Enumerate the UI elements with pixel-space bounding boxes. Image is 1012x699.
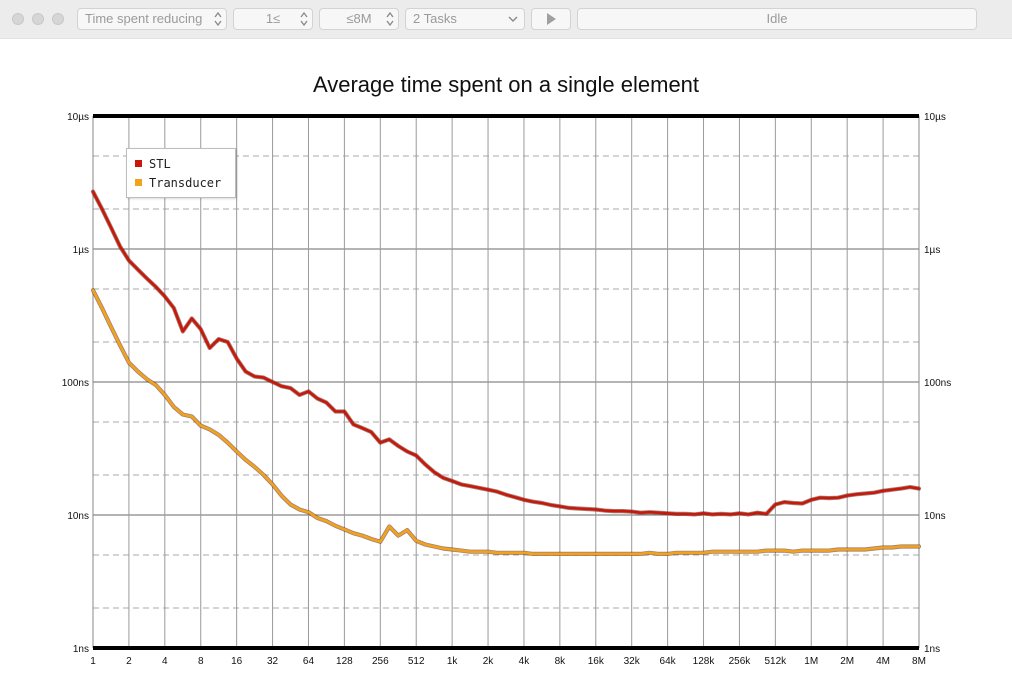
chevron-down-icon: [508, 9, 518, 29]
x-tick-label: 256k: [729, 656, 752, 667]
updown-arrows-icon: [214, 11, 222, 27]
x-tick-label: 4M: [876, 656, 890, 667]
tasks-select-value: 2 Tasks: [413, 11, 457, 26]
x-tick-label: 512: [408, 656, 425, 667]
y-tick-label-left: 1µs: [73, 245, 89, 256]
x-tick-label: 16: [231, 656, 243, 667]
updown-arrows-icon: [300, 11, 308, 27]
chart-title: Average time spent on a single element: [312, 72, 700, 97]
legend-label-stl: STL: [149, 157, 171, 171]
updown-arrows-icon: [386, 11, 394, 27]
y-tick-label-right: 100ns: [924, 378, 951, 389]
legend-swatch-stl: [135, 160, 142, 167]
y-tick-label-right: 1µs: [924, 245, 940, 256]
x-tick-label: 8: [198, 656, 204, 667]
chart-legend: STL Transducer: [126, 148, 236, 198]
y-tick-label-right: 1ns: [924, 644, 940, 655]
run-button[interactable]: [531, 8, 571, 30]
x-tick-label: 128k: [693, 656, 716, 667]
x-tick-label: 2k: [483, 656, 495, 667]
x-tick-label: 32: [267, 656, 279, 667]
y-tick-label-left: 1ns: [73, 644, 89, 655]
x-tick-label: 2: [126, 656, 132, 667]
tasks-select[interactable]: 2 Tasks: [405, 8, 525, 30]
max-size-select-value: ≤8M: [346, 11, 372, 26]
x-tick-label: 256: [372, 656, 389, 667]
max-size-select[interactable]: ≤8M: [319, 8, 399, 30]
play-icon: [547, 13, 556, 25]
series-line-outline: [90, 189, 922, 517]
window-toolbar: Time spent reducing 1≤ ≤8M 2 Tasks Idle: [0, 0, 1012, 39]
x-tick-label: 128: [336, 656, 353, 667]
x-tick-label: 8k: [555, 656, 567, 667]
x-tick-label: 1k: [447, 656, 459, 667]
x-tick-label: 1M: [804, 656, 818, 667]
x-tick-label: 512k: [765, 656, 788, 667]
y-tick-label-left: 10ns: [67, 511, 89, 522]
legend-item-transducer: Transducer: [135, 175, 221, 191]
series-line-transducer: [91, 288, 921, 556]
x-tick-label: 16k: [588, 656, 605, 667]
min-size-select[interactable]: 1≤: [233, 8, 313, 30]
status-field: Idle: [577, 8, 977, 30]
x-tick-label: 4: [162, 656, 168, 667]
y-tick-label-left: 100ns: [62, 378, 89, 389]
y-tick-label-left: 10µs: [67, 112, 89, 123]
metric-select[interactable]: Time spent reducing: [77, 8, 227, 30]
x-tick-label: 2M: [840, 656, 854, 667]
x-tick-label: 4k: [519, 656, 531, 667]
metric-select-value: Time spent reducing: [85, 11, 203, 26]
legend-label-transducer: Transducer: [149, 176, 222, 190]
zoom-window-icon[interactable]: [52, 13, 64, 25]
x-tick-label: 1: [90, 656, 96, 667]
minimize-window-icon[interactable]: [32, 13, 44, 25]
x-tick-label: 8M: [912, 656, 926, 667]
status-text: Idle: [766, 11, 788, 26]
y-tick-label-right: 10µs: [924, 112, 946, 123]
legend-swatch-transducer: [135, 179, 142, 186]
x-tick-label: 64: [303, 656, 315, 667]
series-line-stl: [91, 190, 921, 516]
close-window-icon[interactable]: [12, 13, 24, 25]
x-tick-label: 32k: [624, 656, 641, 667]
min-size-select-value: 1≤: [265, 11, 281, 26]
legend-item-stl: STL: [135, 156, 171, 172]
x-tick-label: 64k: [660, 656, 677, 667]
y-tick-label-right: 10ns: [924, 511, 946, 522]
